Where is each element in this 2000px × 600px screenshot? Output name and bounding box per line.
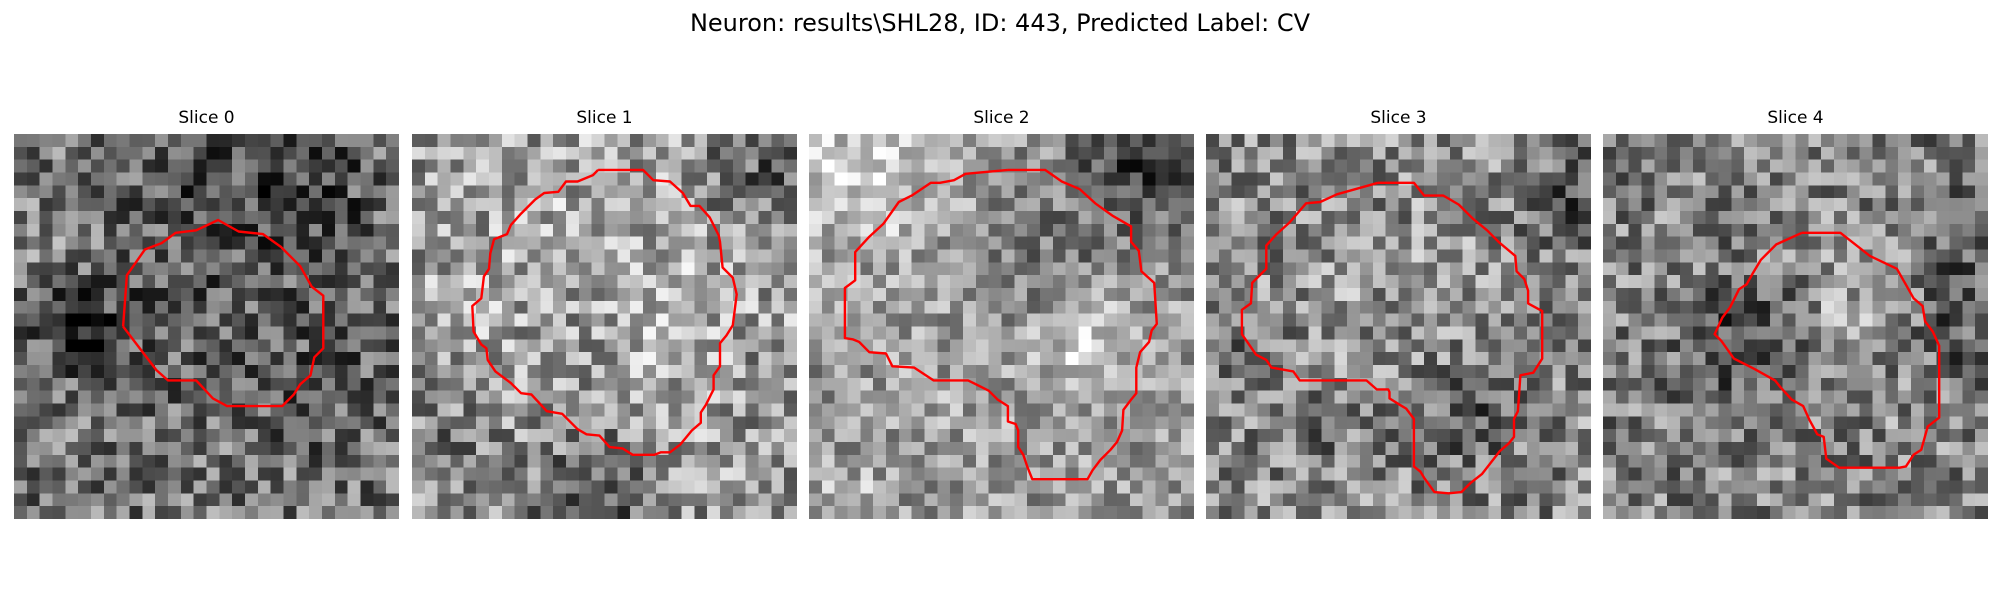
slice-image: [412, 134, 797, 519]
slice-title: Slice 2: [973, 108, 1030, 128]
slice-title: Slice 0: [178, 108, 235, 128]
slice-image: [1206, 134, 1591, 519]
slice-svg: [1603, 134, 1988, 519]
slice-title: Slice 1: [576, 108, 633, 128]
slice-title: Slice 3: [1370, 108, 1427, 128]
slice-title: Slice 4: [1767, 108, 1824, 128]
pixel-grid: [412, 134, 797, 519]
cell-contour: [471, 168, 738, 456]
cell-contour: [843, 168, 1158, 481]
pixel-grid: [14, 134, 399, 519]
slice-panel-1: Slice 1: [412, 108, 797, 522]
slice-panel-4: Slice 4: [1603, 108, 1988, 522]
slice-panel-0: Slice 0: [14, 108, 399, 522]
cell-contour: [1713, 231, 1941, 469]
pixel-grid: [1206, 134, 1591, 519]
pixel-grid: [809, 134, 1194, 519]
cell-contour: [121, 218, 325, 408]
slice-panel-2: Slice 2: [809, 108, 1194, 522]
pixel-grid: [1603, 134, 1988, 519]
slice-panel-3: Slice 3: [1206, 108, 1591, 522]
slice-image: [809, 134, 1194, 519]
slice-image: [1603, 134, 1988, 519]
cell-contour: [1240, 181, 1544, 495]
slice-image: [14, 134, 399, 519]
figure-title: Neuron: results\SHL28, ID: 443, Predicte…: [689, 9, 1311, 37]
slice-svg: [412, 134, 797, 519]
slice-svg: [1206, 134, 1591, 519]
slice-svg: [14, 134, 399, 519]
slice-svg: [809, 134, 1194, 519]
